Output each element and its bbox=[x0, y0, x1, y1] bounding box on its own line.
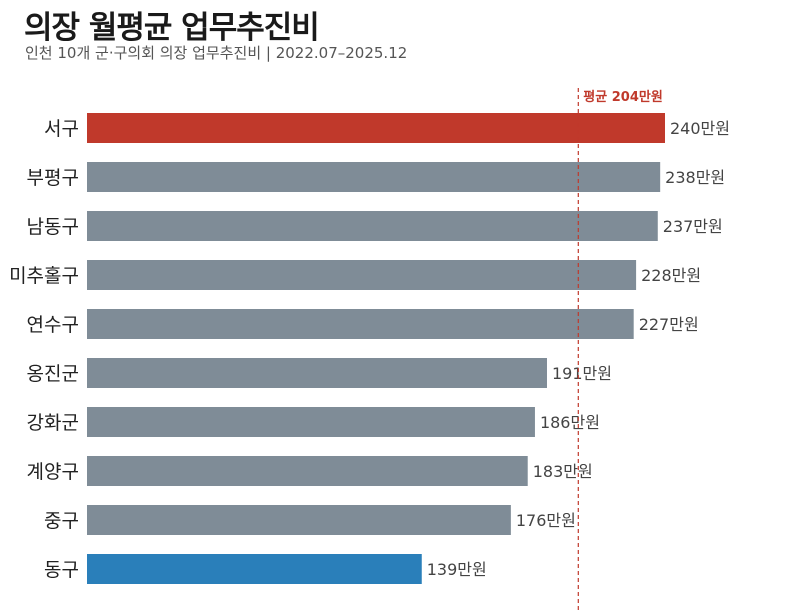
bar bbox=[87, 505, 511, 535]
value-label: 237만원 bbox=[663, 217, 723, 236]
bar bbox=[87, 260, 637, 290]
bar bbox=[87, 211, 658, 241]
bar bbox=[87, 554, 422, 584]
chart-subtitle: 인천 10개 군·구의회 의장 업무추진비 | 2022.07–2025.12 bbox=[25, 44, 408, 62]
category-label: 강화군 bbox=[27, 412, 79, 434]
category-label: 옹진군 bbox=[27, 363, 79, 385]
category-label: 연수구 bbox=[27, 314, 79, 336]
bar bbox=[87, 456, 528, 486]
category-label: 계양구 bbox=[27, 461, 79, 483]
bar bbox=[87, 358, 547, 388]
bar bbox=[87, 113, 665, 143]
category-label: 부평구 bbox=[27, 167, 79, 189]
bar bbox=[87, 162, 661, 192]
category-label: 미추홀구 bbox=[9, 265, 79, 287]
value-label: 238만원 bbox=[665, 168, 725, 187]
value-label: 228만원 bbox=[641, 266, 701, 285]
value-label: 227만원 bbox=[639, 315, 699, 334]
value-label: 240만원 bbox=[670, 119, 730, 138]
value-label: 139만원 bbox=[427, 560, 487, 579]
bar bbox=[87, 309, 634, 339]
average-label: 평균 204만원 bbox=[583, 89, 663, 105]
category-label: 중구 bbox=[44, 510, 79, 532]
value-label: 183만원 bbox=[533, 462, 593, 481]
category-label: 남동구 bbox=[27, 216, 79, 238]
value-label: 191만원 bbox=[552, 364, 612, 383]
value-label: 176만원 bbox=[516, 511, 576, 530]
chart-title: 의장 월평균 업무추진비 bbox=[24, 10, 320, 46]
bar bbox=[87, 407, 535, 437]
category-label: 동구 bbox=[44, 559, 79, 581]
category-label: 서구 bbox=[44, 118, 79, 140]
value-label: 186만원 bbox=[540, 413, 600, 432]
